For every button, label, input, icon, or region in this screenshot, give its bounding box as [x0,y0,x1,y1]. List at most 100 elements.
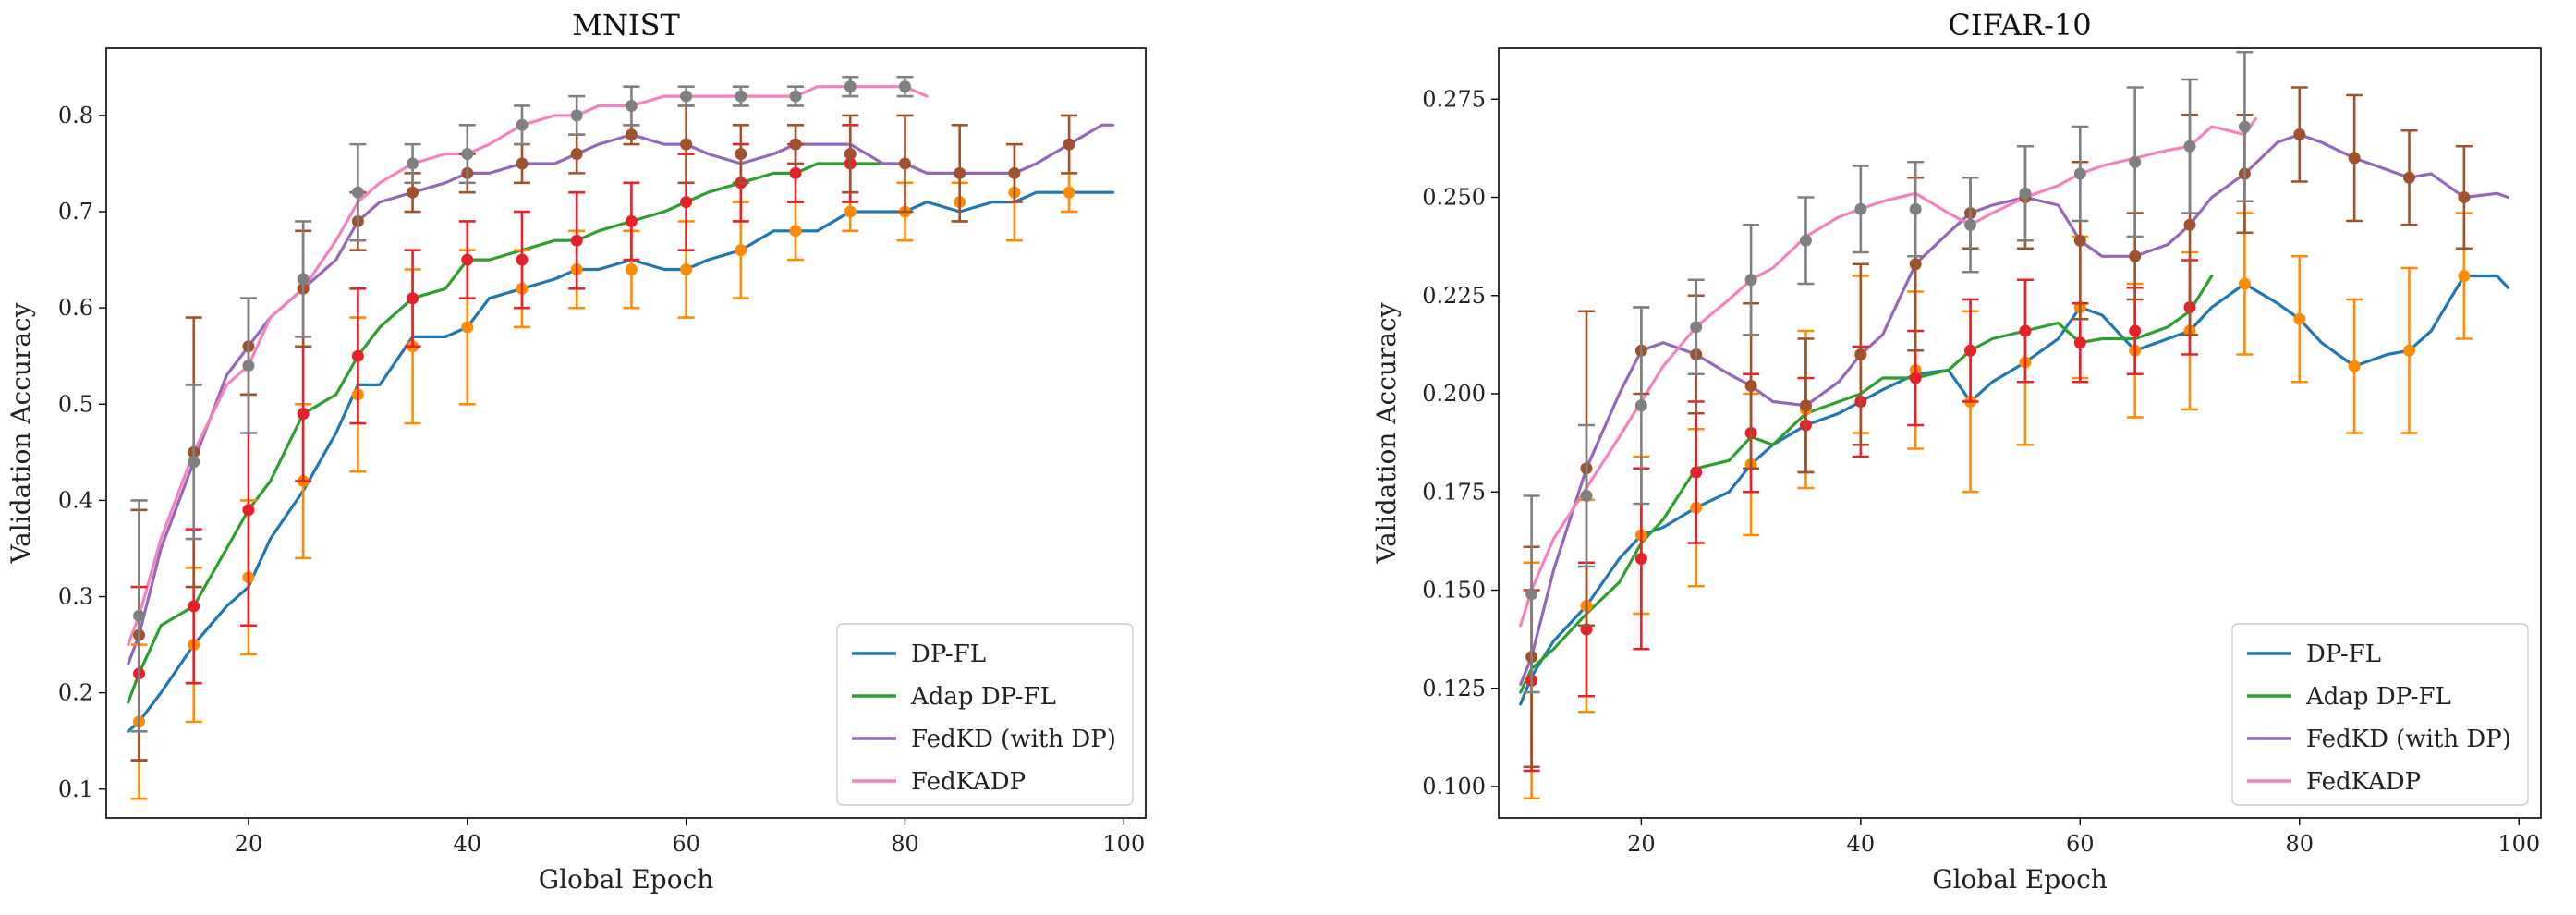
data-point-marker [1744,274,1757,287]
mnist-errorbar-3 [130,499,148,733]
cifar10-y-axis-label: Validation Accuracy [1371,302,1402,564]
data-point-marker [1063,186,1075,199]
data-point-marker [2238,277,2251,290]
data-point-marker [680,138,693,151]
data-point-marker [625,99,638,112]
data-point-marker [898,80,911,93]
data-point-marker [516,157,529,170]
cifar10-errorbar-2 [2290,86,2308,183]
data-point-marker [1854,348,1867,360]
cifar10-y-tick-label: 0.200 [1422,381,1486,407]
data-point-marker [2183,218,2196,231]
mnist-y-axis-label: Validation Accuracy [6,302,36,564]
cifar10-series-line-1 [1519,274,2214,694]
legend-entry: FedKD (with DP) [2306,726,2511,753]
cifar10-y-tick-label: 0.175 [1422,479,1486,505]
cifar10-x-axis-label: Global Epoch [1932,864,2108,895]
data-point-marker [680,196,693,209]
data-point-marker [2458,191,2471,203]
data-point-marker [789,138,802,151]
data-point-marker [625,262,638,275]
cifar10-errorbar-0 [2346,298,2363,434]
mnist-errorbar-2 [1005,142,1023,203]
data-point-marker [625,128,638,141]
data-point-marker [242,504,255,517]
data-point-marker [2293,312,2306,325]
cifar10-errorbar-3 [2126,86,2144,238]
data-point-marker [188,600,200,613]
cifar10-errorbar-3 [2181,78,2199,214]
data-point-marker [2019,187,2032,200]
mnist-legend: DP-FL Adap DP-FL FedKD (with DP) FedKADP [836,623,1134,806]
mnist-y-tick-label: 0.2 [58,680,93,706]
mnist-errorbar-2 [842,114,859,194]
cifar10-series-line-0 [1519,274,2509,706]
data-point-marker [789,225,802,238]
data-point-marker [844,205,857,218]
mnist-chart-title: MNIST [572,7,680,43]
data-point-marker [407,292,419,305]
data-point-marker [188,456,200,469]
legend-entry: FedKADP [911,768,1026,796]
data-point-marker [2073,336,2086,349]
cifar10-errorbar-3 [1907,160,1925,258]
mnist-y-tick-label: 0.3 [58,584,93,610]
data-point-marker [2293,128,2306,140]
data-point-marker [461,253,474,266]
data-point-marker [2238,120,2251,133]
cifar10-y-tick-label: 0.100 [1422,774,1486,799]
data-point-marker [1634,399,1647,412]
data-point-marker [1964,344,1977,357]
mnist-y-tick-label: 0.4 [58,487,93,513]
legend-entry: Adap DP-FL [2305,683,2451,711]
mnist-errorbar-2 [1061,114,1078,175]
data-point-marker [2073,167,2086,180]
data-point-marker [1525,588,1538,601]
mnist-errorbar-1 [295,345,312,482]
legend-entry: DP-FL [2306,640,2381,668]
data-point-marker [570,109,583,122]
mnist-errorbar-3 [842,75,859,98]
cifar10-series-line-2 [1519,132,2509,687]
mnist-x-tick-label: 80 [891,831,919,857]
legend-box [836,623,1134,806]
cifar10-errorbar-0 [2236,212,2254,356]
data-point-marker [1634,553,1647,565]
mnist-errorbar-1 [349,287,367,425]
legend-entry: Adap DP-FL [910,683,1056,711]
data-point-marker [2073,234,2086,247]
cifar10-errorbar-2 [1852,262,1869,446]
data-point-marker [297,408,310,421]
data-point-marker [1909,372,1922,384]
data-point-marker [789,90,802,103]
cifar10-legend: DP-FL Adap DP-FL FedKD (with DP) FedKADP [2231,623,2529,806]
data-point-marker [407,186,419,199]
data-point-marker [735,244,747,257]
data-point-marker [242,360,255,372]
mnist-errorbar-3 [623,85,640,127]
data-point-marker [898,157,911,170]
mnist-chart-panel: MNIST 20 40 60 80 100 0.1 0.2 0.3 0.4 0.5 0.6 0.7 0.8… [6,7,1147,895]
cifar10-y-tick-label: 0.275 [1422,86,1486,112]
mnist-errorbar-1 [514,210,530,310]
mnist-errorbar-2 [787,124,805,165]
cifar10-errorbar-2 [2346,93,2363,223]
mnist-y-tick-label: 0.8 [58,103,93,128]
mnist-plot-frame [105,47,1147,819]
mnist-y-tick-label: 0.7 [58,199,93,225]
cifar10-errorbar-3 [1523,494,1540,694]
data-point-marker [844,80,857,93]
mnist-errorbar-3 [568,94,586,137]
mnist-errorbar-1 [568,190,586,290]
data-point-marker [2348,360,2361,372]
cifar10-errorbar-0 [2290,254,2308,384]
data-point-marker [2019,324,2032,337]
cifar10-errorbar-3 [2072,125,2089,223]
legend-entry: DP-FL [911,640,986,668]
cifar10-x-tick-label: 60 [2066,831,2095,857]
cifar10-errorbar-3 [1577,423,1595,568]
mnist-errorbar-2 [677,104,695,185]
cifar10-errorbar-3 [2016,144,2034,242]
data-point-marker [1063,138,1075,151]
data-point-marker [625,214,638,227]
